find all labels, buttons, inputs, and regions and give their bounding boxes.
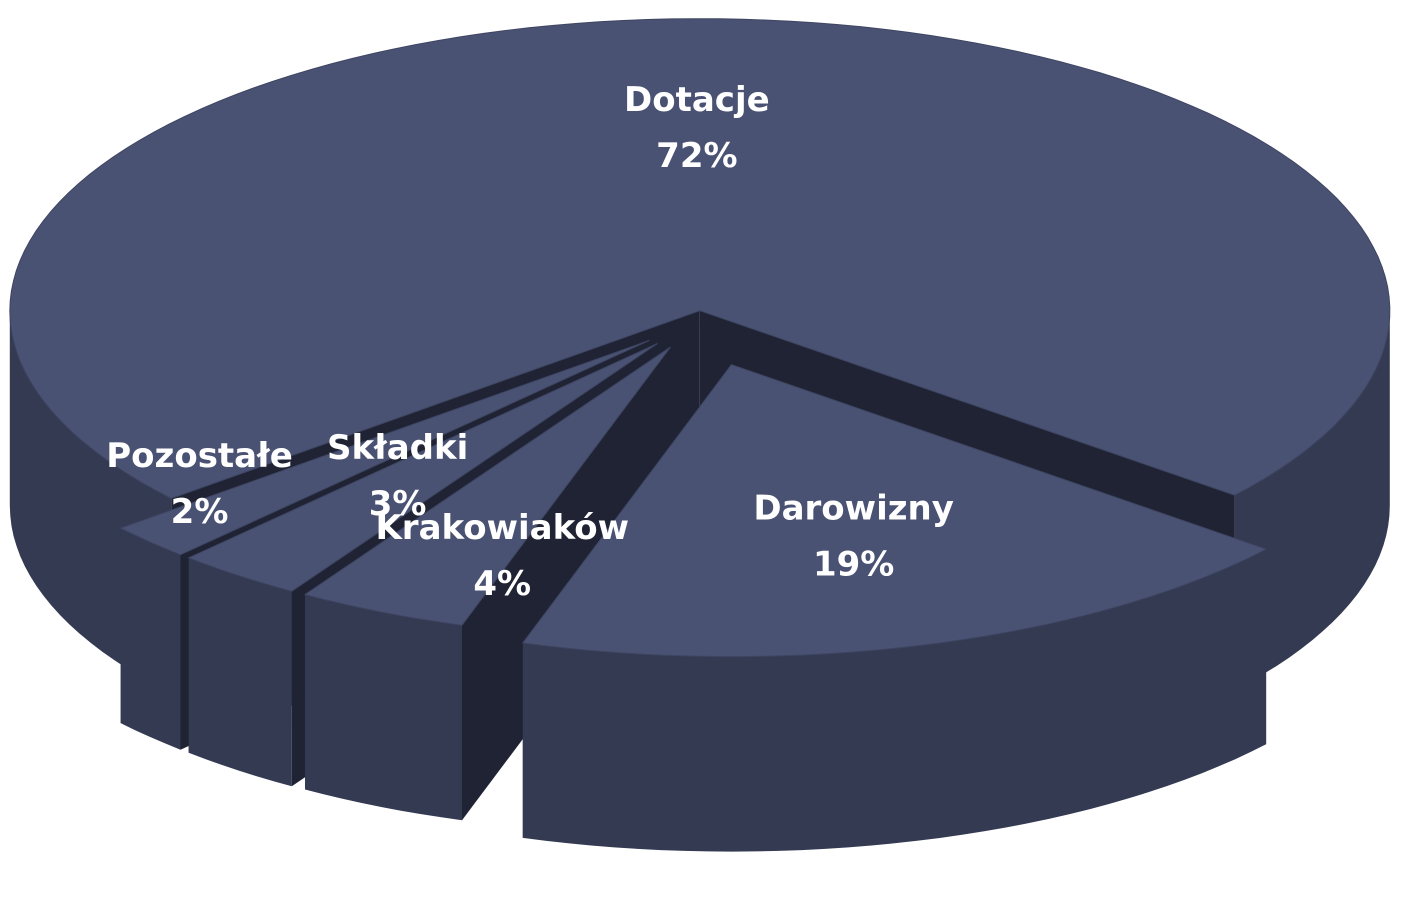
slice-wall [188,557,292,787]
slice-wall [305,594,462,821]
slice-value-label: 19% [813,545,894,585]
slice [9,18,1391,499]
slice-label: Składki [327,428,468,468]
slice [187,343,658,592]
slice-label: Darowizny [753,489,954,529]
slice-wall [522,549,1267,852]
slice-value-label: 4% [473,564,531,604]
slice-label: Pozostałe [106,436,293,476]
slice-value-label: 2% [171,492,229,532]
slice-label: Dotacje [624,80,770,120]
slice-value-label: 72% [656,136,737,176]
slice [119,339,650,556]
slice-wall [120,528,181,750]
slice-label: Krakowiaków [375,508,629,548]
slice [521,364,1268,658]
slice-value-label: 3% [369,484,427,524]
pie-tops [9,18,1391,658]
slice [303,346,672,626]
slice-wall [1234,310,1390,691]
